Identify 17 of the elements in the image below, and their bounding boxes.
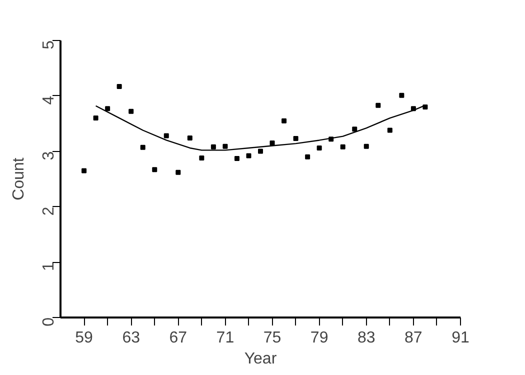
x-tick-label: 75 [263, 330, 282, 346]
y-tick-label: 0 [40, 317, 58, 326]
x-tick-label: 71 [216, 330, 234, 346]
y-tick-label: 1 [40, 262, 58, 271]
y-tick-label: 2 [40, 206, 58, 216]
x-tick-label: 79 [310, 330, 328, 346]
x-tick-label: 63 [122, 330, 140, 346]
x-tick-label: 59 [75, 330, 94, 346]
x-tick-label: 67 [169, 330, 188, 346]
y-tick-label: 5 [40, 40, 58, 50]
y-tick-label: 4 [40, 96, 58, 105]
x-axis-title: Year [244, 350, 278, 368]
x-tick-label: 91 [452, 330, 470, 346]
x-tick-label: 83 [357, 330, 376, 346]
y-tick-label: 3 [40, 151, 58, 160]
y-axis-title: Count [10, 157, 28, 200]
x-tick-label: 87 [404, 330, 422, 346]
